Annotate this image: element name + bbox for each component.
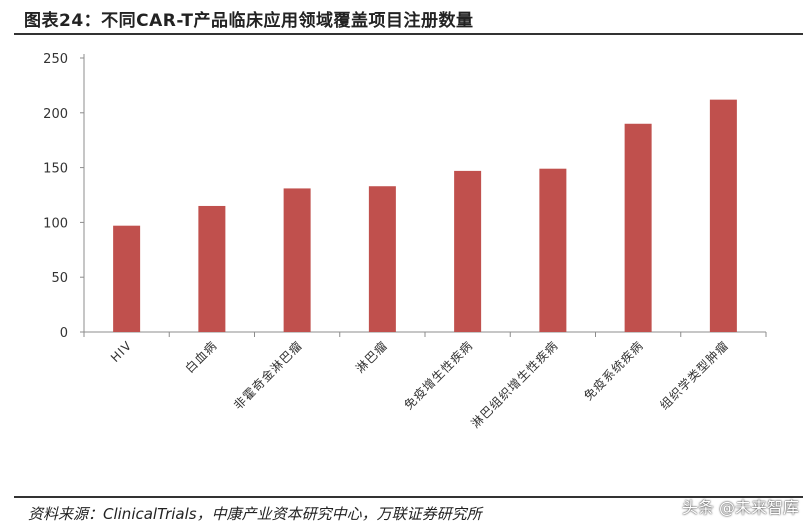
source-note: 资料来源：ClinicalTrials，中康产业资本研究中心，万联证券研究所: [28, 505, 482, 523]
y-tick-label: 150: [43, 162, 68, 177]
category-label: 免疫增生性疾病: [401, 338, 476, 413]
bar-7: [624, 123, 652, 332]
watermark: 头条 @未来智库: [681, 498, 799, 517]
category-label: 组织学类型肿瘤: [657, 338, 732, 413]
bar-8: [709, 99, 737, 332]
bar-3: [283, 188, 311, 332]
category-label: 淋巴组织增生性疾病: [468, 338, 561, 431]
category-label: HIV: [108, 338, 135, 365]
y-tick-label: 100: [43, 216, 68, 231]
bar-chart: 0 50 100 150 200 250 HIV 白血病 非霍奇金淋巴瘤 淋巴瘤 免疫增生性疾病淋…: [43, 52, 767, 431]
y-tick-label: 250: [43, 52, 68, 67]
bar-1: [113, 225, 141, 332]
figure-title: 图表24：不同CAR-T产品临床应用领域覆盖项目注册数量: [24, 11, 474, 31]
y-tick-label: 200: [43, 107, 68, 122]
source-rule: [14, 496, 803, 498]
y-tick-label: 0: [60, 326, 68, 341]
title-rule: [14, 33, 803, 35]
bar-6: [539, 168, 567, 332]
y-tick-label: 50: [51, 271, 68, 286]
category-label: 淋巴瘤: [352, 338, 390, 376]
chart-axes: [83, 54, 766, 333]
bar-2: [198, 205, 226, 332]
chart-bars: [113, 99, 737, 332]
category-label: 免疫系统疾病: [580, 338, 646, 404]
bar-5: [454, 170, 482, 332]
category-label: 白血病: [182, 338, 220, 376]
y-axis-ticks: 0 50 100 150 200 250: [43, 52, 84, 341]
bar-4: [368, 186, 396, 332]
category-label: 非霍奇金淋巴瘤: [230, 338, 305, 413]
